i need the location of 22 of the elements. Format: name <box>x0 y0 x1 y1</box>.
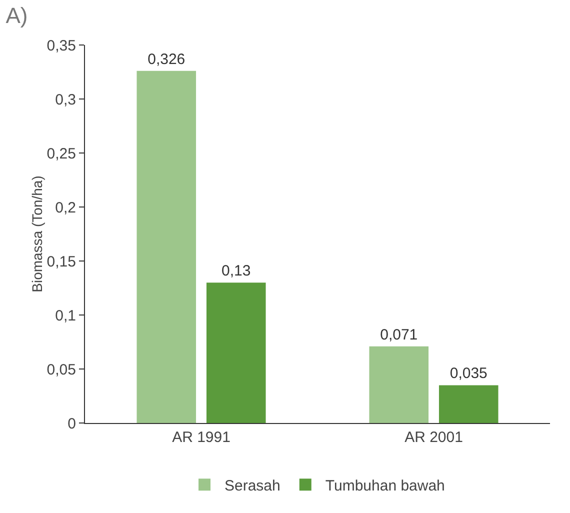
y-axis-title: Biomassa (Ton/ha) <box>28 176 45 292</box>
y-tick-label: 0,35 <box>46 37 76 54</box>
y-tick-label: 0,25 <box>46 145 76 162</box>
bar <box>206 282 266 423</box>
y-tick-label: 0,3 <box>55 91 76 108</box>
legend-label: Serasah <box>224 477 280 494</box>
legend-label: Tumbuhan bawah <box>325 477 445 494</box>
bar <box>369 346 429 423</box>
data-label: 0,035 <box>450 365 488 382</box>
data-label: 0,13 <box>222 262 251 280</box>
chart-title: A) <box>6 3 28 28</box>
bar <box>438 385 498 423</box>
data-label: 0,071 <box>380 326 418 344</box>
y-tick-label: 0,05 <box>46 361 76 378</box>
y-tick-label: 0 <box>68 415 76 432</box>
bar <box>136 70 196 423</box>
data-label: 0,326 <box>148 50 186 68</box>
x-tick-label: AR 2001 <box>404 429 463 446</box>
y-tick-label: 0,15 <box>46 253 76 270</box>
y-tick-label: 0,2 <box>55 199 76 216</box>
x-tick-label: AR 1991 <box>172 429 230 446</box>
y-tick-label: 0,1 <box>55 307 76 324</box>
